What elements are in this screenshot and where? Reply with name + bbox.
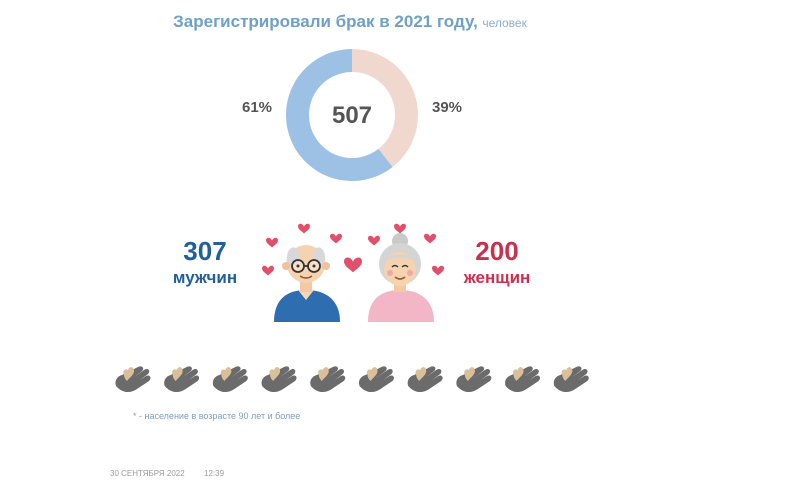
title-unit: человек [482, 16, 527, 30]
donut-chart: 507 [286, 49, 419, 181]
slice-label-men: 61% [242, 99, 273, 116]
hand-heart-icon [505, 366, 541, 393]
men-count: 307 [183, 236, 227, 266]
hand-heart-icon [553, 366, 589, 393]
hand-heart-icon [407, 366, 443, 393]
hand-heart-icon [456, 366, 492, 393]
women-count: 200 [475, 236, 519, 266]
hand-heart-icon [164, 366, 200, 393]
footnote: * - население в возрасте 90 лет и более [133, 411, 301, 421]
hand-heart-icon [261, 366, 297, 393]
title-main: Зарегистрировали брак в 2021 году, [173, 12, 478, 31]
hand-heart-icons [115, 366, 589, 393]
chart-title: Зарегистрировали брак в 2021 году, челов… [0, 12, 700, 32]
grandmother-icon [368, 233, 434, 322]
footer-time: 12:39 [204, 469, 225, 478]
women-label: женщин [463, 268, 531, 287]
hand-heart-icon [212, 366, 248, 393]
men-label: мужчин [172, 268, 238, 287]
hand-heart-icon [115, 366, 151, 393]
grandfather-icon [274, 245, 340, 322]
donut-slices [286, 49, 419, 181]
footer-date: 30 СЕНТЯБРЯ 2022 [110, 469, 185, 478]
donut-slice-women [352, 49, 419, 168]
hand-heart-icon [358, 366, 394, 393]
donut-total: 507 [332, 102, 372, 129]
elderly-couple-illustration [262, 223, 444, 322]
hand-heart-icon [310, 366, 346, 393]
hand-heart-row [115, 366, 589, 393]
slice-label-women: 39% [432, 99, 463, 116]
donut-slice-men [286, 49, 393, 181]
